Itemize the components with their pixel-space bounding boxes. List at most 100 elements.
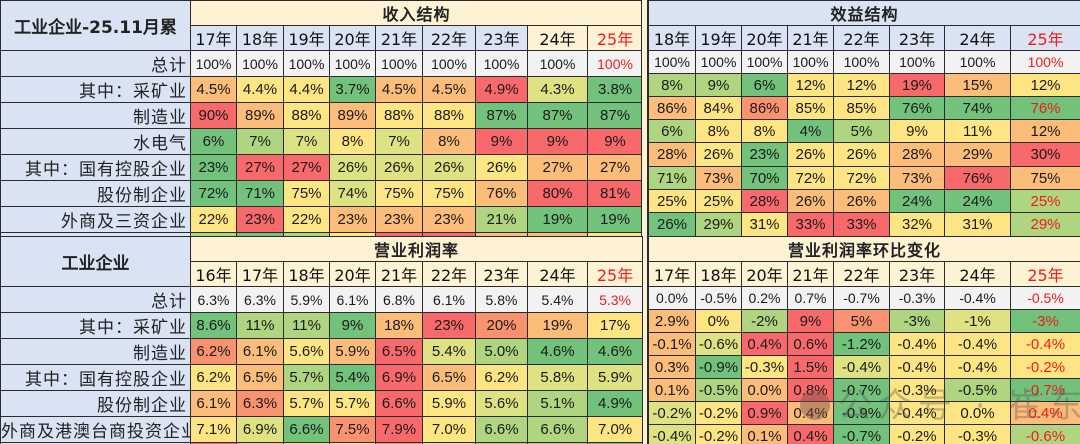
year-header: 21年 [787,261,834,287]
year-header: 20年 [741,25,788,51]
data-cell: 22% [283,206,330,233]
data-cell: 26% [375,154,423,181]
year-header: 17年 [236,261,284,287]
data-cell: -0.9% [695,355,742,379]
year-header: 18年 [648,25,696,51]
data-cell: -0.2% [695,401,742,425]
data-cell: 19% [889,73,945,97]
data-cell: 76% [475,180,528,207]
data-cell: -3% [889,309,945,333]
row-label: 其中：国有控股企业 [0,154,191,181]
data-cell: 23% [375,206,423,233]
data-cell: 27% [527,154,588,181]
data-cell: 89% [236,102,284,129]
year-header: 16年 [190,261,237,287]
table-row: 总计 100% 100% 100% 100% 100% 100% 100% 100% 100% [0,50,644,77]
table-row: 其中：国有控股企业 6.2% 6.5% 5.7% 5.4% 6.9% 6.5% 6.2% 5.8… [0,364,644,391]
data-cell: 12% [833,73,890,97]
data-cell: -0.2% [695,424,742,444]
data-cell: 5.8% [475,286,528,313]
data-cell: 5% [833,119,890,143]
row-label: 制造业 [0,338,191,365]
data-cell: 30% [1009,142,1080,167]
data-cell: -0.4% [648,424,696,444]
data-cell: 0.4% [1009,401,1080,425]
data-cell: -0.3% [889,286,945,310]
data-cell: 6.1% [236,338,284,365]
year-header: 22年 [833,261,890,287]
data-cell: 74% [944,96,1011,120]
data-cell: 3.8% [586,76,644,103]
data-cell: 6.3% [236,390,284,417]
data-cell: 5.6% [283,338,330,365]
data-cell: 6.6% [527,416,588,443]
data-cell: 4.5% [375,76,423,103]
data-cell: 8.6% [190,312,237,339]
data-cell: 27% [283,154,330,181]
data-cell: -0.3% [944,424,1011,444]
table-row: 制造业 90% 89% 88% 89% 88% 88% 87% 87% 87% [0,102,644,129]
data-cell: 84% [695,96,742,120]
table-row: 其中：国有控股企业 23% 27% 27% 26% 26% 26% 26% 27% 27% [0,154,644,181]
year-header: 24年 [944,25,1011,51]
data-cell: 24% [889,189,945,213]
data-cell: 6.6% [283,416,330,443]
data-cell: 86% [741,96,788,120]
year-header: 24年 [527,261,588,287]
data-cell: 6.3% [236,286,284,313]
data-cell: 90% [190,102,237,129]
data-cell: 5.1% [527,390,588,417]
year-header: 17年 [190,25,237,51]
data-cell: 3.7% [329,76,376,103]
data-cell: 6.2% [190,338,237,365]
data-cell: 7.0% [422,416,476,443]
data-cell: 6.1% [190,390,237,417]
data-cell: 4.4% [236,76,284,103]
data-cell: 26% [695,142,742,167]
data-cell: 2.9% [648,309,696,333]
table-row: 总计 6.3% 6.3% 5.9% 6.1% 6.8% 6.1% 5.8% 5.4% 5.3% [0,286,644,313]
data-cell: -0.4% [889,355,945,379]
data-cell: 87% [475,102,528,129]
data-cell: 5.3% [586,286,644,313]
table-row: 制造业 6.2% 6.1% 5.6% 5.9% 6.5% 5.4% 5.0% 4.6% 4.6% [0,338,644,365]
data-cell: 31% [944,212,1011,237]
data-cell: 86% [648,96,696,120]
data-cell: 6.2% [475,364,528,391]
data-cell: 6% [190,128,237,155]
data-cell: 88% [375,102,423,129]
table-row: 25% 25% 28% 26% 26% 24% 24% 25% [648,189,1080,213]
data-cell: -0.4% [1009,332,1080,356]
data-cell: 12% [1009,73,1080,97]
year-header: 19年 [283,25,330,51]
data-cell: 75% [1009,166,1080,190]
data-cell: 24% [944,189,1011,213]
data-cell: 0.0% [648,286,696,310]
data-cell: 7.0% [586,416,644,443]
data-cell: 6.8% [375,286,423,313]
data-cell: 25% [648,189,696,213]
data-cell: 19% [527,312,588,339]
data-cell: 100% [236,50,284,77]
data-cell: -0.4% [944,332,1011,356]
data-cell: -0.5% [695,286,742,310]
table-row: 其中：采矿业 4.5% 4.4% 4.4% 3.7% 4.5% 4.5% 4.9% 4.3% 3.… [0,76,644,103]
data-cell: 87% [586,102,644,129]
table-row: 71% 73% 70% 72% 72% 73% 76% 75% [648,166,1080,190]
data-cell: 26% [648,212,696,237]
data-cell: 4% [787,119,834,143]
data-cell: 32% [889,212,945,237]
table-row: -0.2% -0.2% 0.9% 0.4% -0.9% -0.4% 0.0% 0.4% [648,401,1080,425]
data-cell: 4.9% [475,76,528,103]
year-header: 23年 [475,25,528,51]
data-cell: 0.1% [741,424,788,444]
data-cell: 72% [833,166,890,190]
data-cell: 4.2% [586,442,644,444]
corner-title: 工业企业 [0,236,191,287]
data-cell: -0.7% [833,424,890,444]
data-cell: 5.4% [527,286,588,313]
row-label: 总计 [0,286,191,313]
data-cell: 17% [586,312,644,339]
data-cell: 70% [741,166,788,190]
data-cell: 72% [190,180,237,207]
